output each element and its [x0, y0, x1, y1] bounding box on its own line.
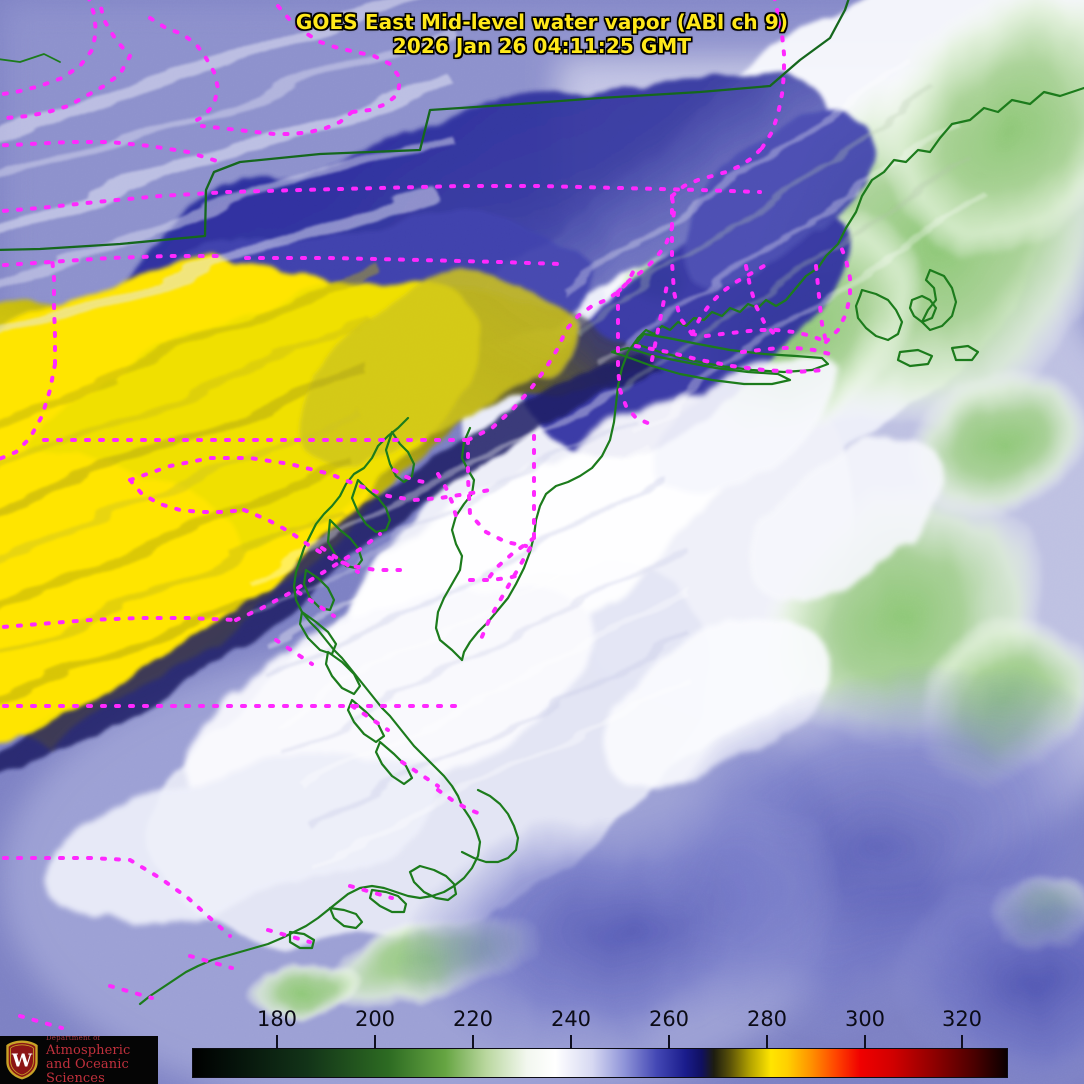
colorbar-tick-mark — [374, 1035, 376, 1048]
colorbar-tick-mark — [570, 1035, 572, 1048]
colorbar-tick-mark — [472, 1035, 474, 1048]
colorbar-tick-label-200: 200 — [354, 1007, 396, 1031]
logo-department-label: Department of — [46, 1036, 101, 1042]
colorbar-tick-label-280: 280 — [746, 1007, 788, 1031]
colorbar-tick-mark — [276, 1035, 278, 1048]
colorbar-tick-label-260: 260 — [648, 1007, 690, 1031]
colorbar-tick-mark — [961, 1035, 963, 1048]
uw-crest-icon: W — [6, 1040, 38, 1080]
svg-text:W: W — [11, 1051, 33, 1072]
colorbar-tick-label-320: 320 — [941, 1007, 983, 1031]
colorbar-tick-label-180: 180 — [256, 1007, 298, 1031]
colorbar-tick-label-300: 300 — [844, 1007, 886, 1031]
colorbar-tick-label-220: 220 — [452, 1007, 494, 1031]
colorbar-tick-mark — [668, 1035, 670, 1048]
uw-aos-logo: W Department of Atmospheric and Oceanic … — [0, 1036, 158, 1084]
logo-text-block: Department of Atmospheric and Oceanic Sc… — [46, 1036, 158, 1084]
colorbar-gradient-bar — [192, 1048, 1008, 1078]
logo-line-oceanic: and Oceanic Sciences — [46, 1056, 129, 1084]
colorbar-tick-mark — [766, 1035, 768, 1048]
colorbar-tick-label-240: 240 — [550, 1007, 592, 1031]
logo-line-atmospheric: Atmospheric — [46, 1042, 131, 1058]
colorbar: 180 200 220 240 260 280 300 320 — [0, 1005, 1084, 1084]
colorbar-tick-mark — [864, 1035, 866, 1048]
colorbar-tick-labels: 180 200 220 240 260 280 300 320 — [0, 1005, 1084, 1048]
